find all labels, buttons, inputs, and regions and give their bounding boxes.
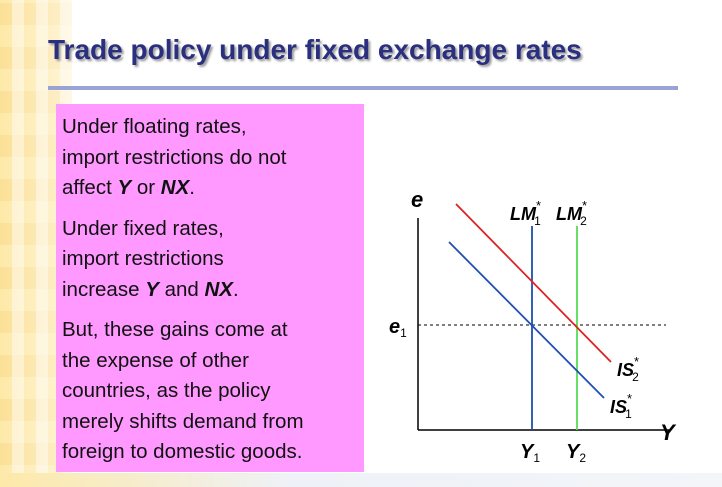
lm2-sup: *	[582, 198, 587, 213]
paragraph-fixed-nx: NX	[204, 277, 233, 301]
paragraph-floating-nx: NX	[160, 176, 190, 199]
paragraph-floating-mid: or	[131, 176, 161, 199]
is2-label: IS* 2	[617, 354, 639, 384]
e1-main: e	[389, 316, 400, 338]
y1-main: Y	[520, 441, 535, 463]
paragraph-floating-before: Under floating rates, import restriction…	[62, 115, 287, 199]
e1-label: e1	[389, 316, 407, 340]
paragraph-floating-after: .	[189, 176, 195, 199]
paragraph-fixed-after: .	[232, 277, 239, 301]
y2-label: Y2	[566, 441, 586, 465]
y-axis-label: e	[411, 187, 423, 212]
is2-curve	[455, 203, 612, 363]
is1-curve	[448, 241, 605, 399]
is2-main: IS	[617, 360, 634, 380]
is1-label: IS* 1	[610, 391, 632, 421]
explanation-textbox: Under floating rates, import restriction…	[56, 104, 364, 472]
is1-main: IS	[610, 397, 627, 417]
title-underline	[48, 86, 678, 90]
e1-sub: 1	[400, 326, 407, 340]
paragraph-floating-y: Y	[117, 176, 132, 199]
paragraph-gains: But, these gains come at the expense of …	[62, 318, 304, 463]
is2-sup: *	[634, 354, 639, 369]
paragraph-fixed-mid: and	[158, 277, 205, 301]
lm2-label: LM* 2	[556, 198, 587, 228]
lm1-sup: *	[536, 198, 541, 213]
is-lm-diagram: e Y e1 LM* 1 LM* 2 IS* 2 IS* 1 Y1 Y2	[389, 187, 677, 465]
paragraph-fixed: Under fixed rates, import restrictions i…	[62, 214, 358, 306]
is1-sup: *	[627, 391, 632, 406]
paragraph-floating: Under floating rates, import restriction…	[62, 112, 358, 204]
y2-main: Y	[566, 441, 581, 463]
slide-title: Trade policy under fixed exchange rates	[48, 34, 582, 65]
lm1-main: LM	[510, 204, 537, 224]
lm1-sub: 1	[534, 214, 541, 228]
decorative-bottom-strip	[0, 473, 722, 487]
paragraph-fixed-y: Y	[145, 277, 159, 301]
y1-label: Y1	[520, 441, 540, 465]
lm1-label: LM* 1	[510, 198, 541, 228]
paragraph-fixed-before: Under fixed rates, import restrictions i…	[62, 216, 224, 301]
lm2-sub: 2	[580, 214, 587, 228]
lm2-main: LM	[556, 204, 583, 224]
y1-sub: 1	[533, 451, 540, 465]
x-axis-label: Y	[660, 420, 677, 445]
y2-sub: 2	[579, 451, 586, 465]
is1-sub: 1	[625, 407, 632, 421]
is2-sub: 2	[632, 370, 639, 384]
